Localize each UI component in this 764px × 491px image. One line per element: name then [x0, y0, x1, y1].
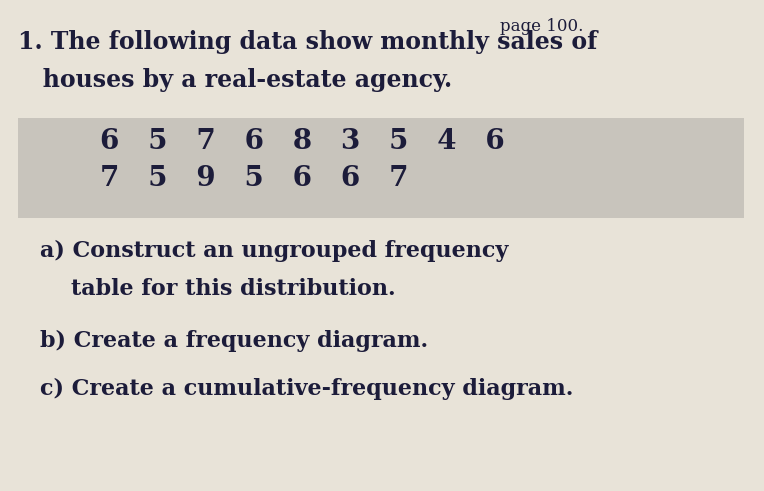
Text: 6   5   7   6   8   3   5   4   6: 6 5 7 6 8 3 5 4 6: [100, 128, 505, 155]
Bar: [18, 118, 744, 218]
Text: houses by a real-estate agency.: houses by a real-estate agency.: [18, 68, 452, 92]
Text: table for this distribution.: table for this distribution.: [40, 278, 396, 300]
Text: b) Create a frequency diagram.: b) Create a frequency diagram.: [40, 330, 428, 352]
Text: 1. The following data show monthly sales of: 1. The following data show monthly sales…: [18, 30, 597, 54]
Text: page 100.: page 100.: [500, 18, 584, 35]
Text: a) Construct an ungrouped frequency: a) Construct an ungrouped frequency: [40, 240, 508, 262]
Text: 7   5   9   5   6   6   7: 7 5 9 5 6 6 7: [100, 165, 409, 192]
Text: c) Create a cumulative-frequency diagram.: c) Create a cumulative-frequency diagram…: [40, 378, 573, 400]
